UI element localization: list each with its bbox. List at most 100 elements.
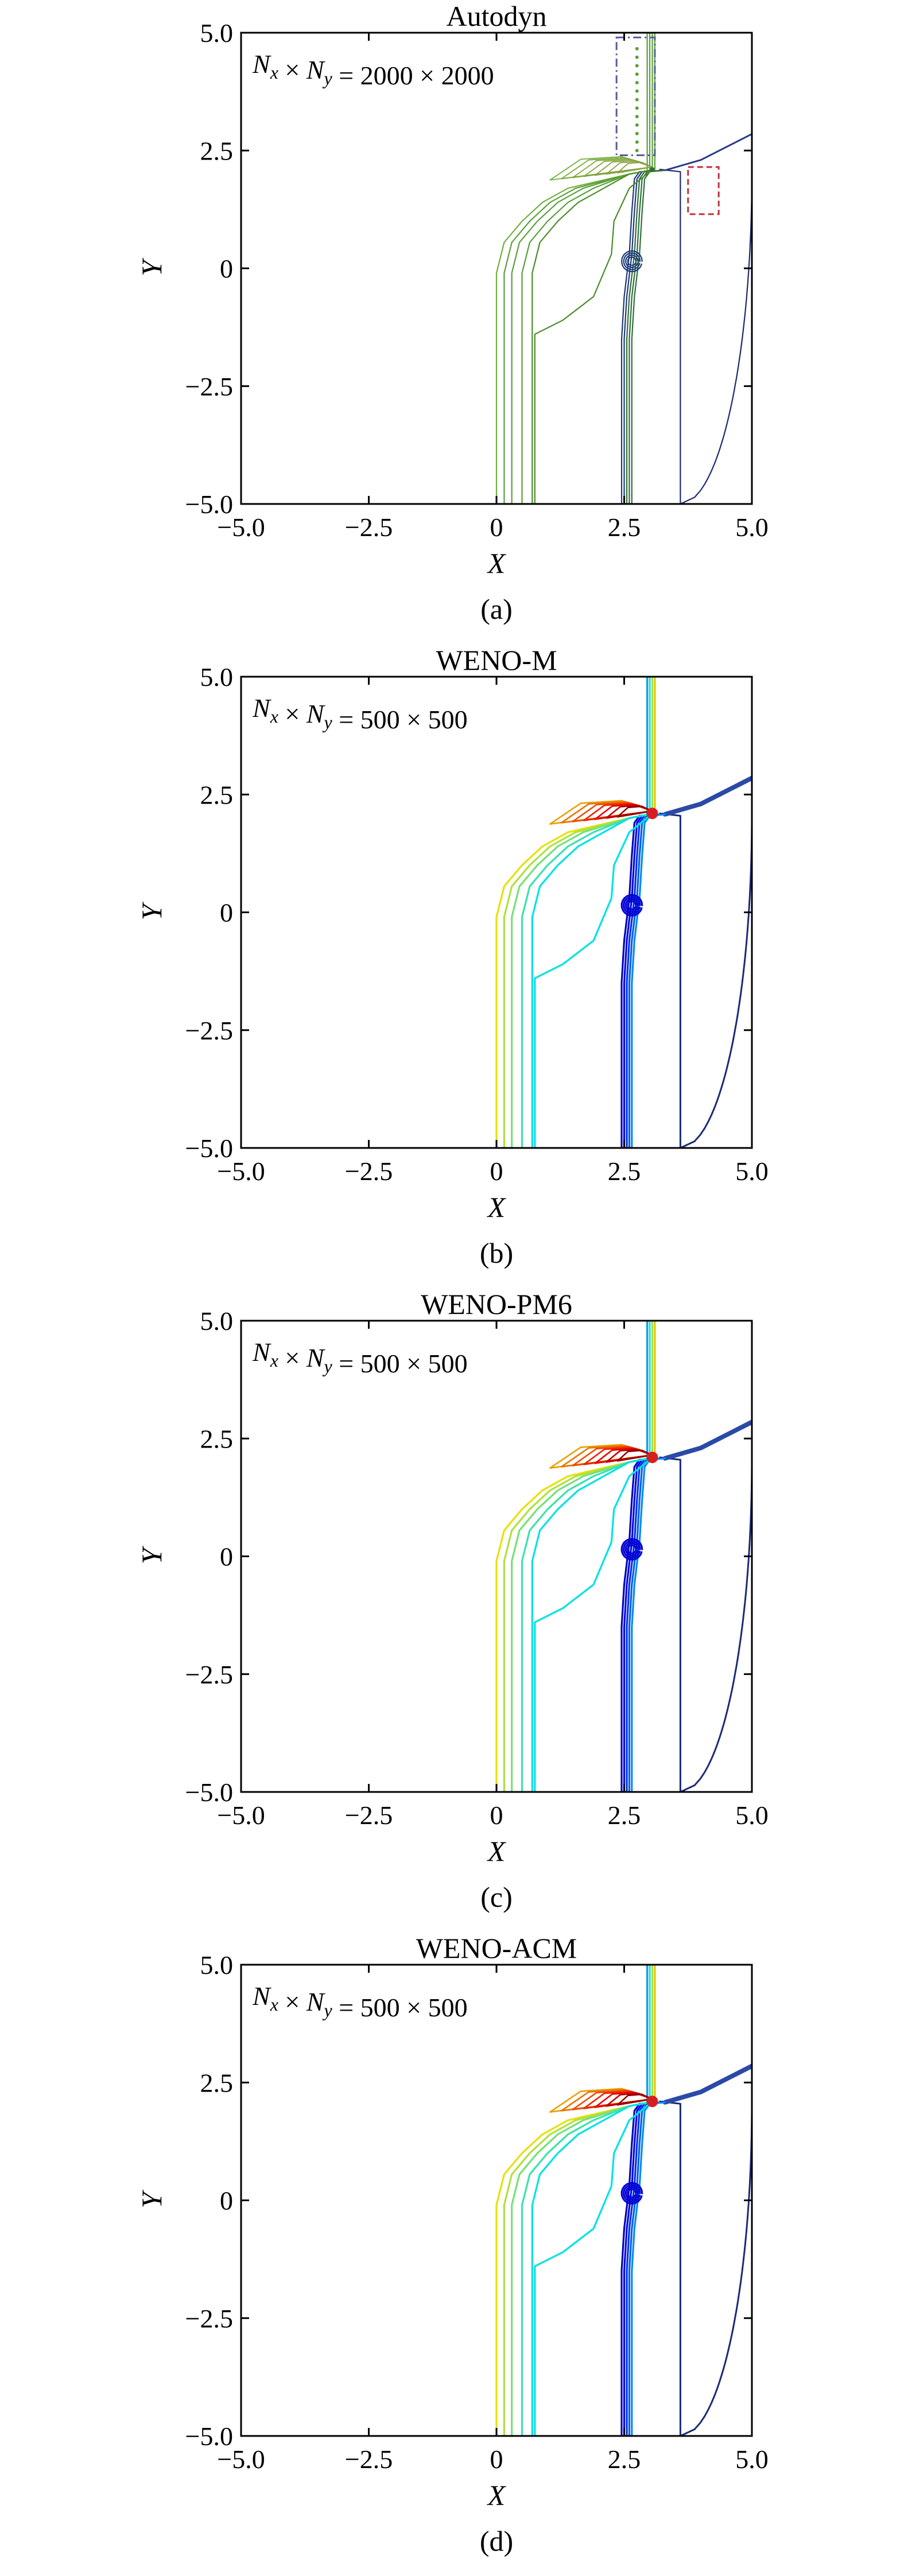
kinked-contour <box>534 1458 651 1792</box>
x-tick-label: −2.5 <box>345 2445 393 2474</box>
y-tick-label: −2.5 <box>185 2304 233 2333</box>
panel-background <box>0 1932 904 2576</box>
contact-line <box>626 813 666 1148</box>
y-tick-label: −2.5 <box>185 1660 233 1689</box>
y-axis-label: Y <box>135 257 168 276</box>
panel-caption: (c) <box>480 1881 513 1913</box>
x-axis-label: X <box>487 1835 507 1867</box>
x-tick-label: −5.0 <box>217 2445 265 2474</box>
jet-dot <box>635 131 639 135</box>
y-tick-label: −5.0 <box>185 2422 233 2451</box>
contact-line <box>623 1457 666 1792</box>
chart-svg: −5.0 −2.5 0 2.5 5.0 5.0 2.5 0 −2.5 −5.0 WENO-PM6 Nx… <box>0 1288 904 1932</box>
jet-dot <box>635 140 639 144</box>
bow-shock <box>659 169 752 504</box>
bow-shock <box>659 2100 752 2436</box>
vortex-ring <box>627 1544 637 1554</box>
y-tick-label: 0 <box>220 1542 233 1572</box>
x-tick-label: 2.5 <box>608 2445 641 2474</box>
kinked-contour <box>534 171 651 504</box>
vortex-ring <box>623 2184 641 2203</box>
contact-line <box>628 2101 666 2436</box>
x-tick-label: 0 <box>490 1801 503 1830</box>
oblique-shock <box>662 2063 752 2105</box>
vortex-ring <box>625 254 639 269</box>
chart-panel-2: −5.0 −2.5 0 2.5 5.0 5.0 2.5 0 −2.5 −5.0 WENO-M Nx ×… <box>0 644 904 1288</box>
vortex-ring <box>623 252 641 270</box>
contact-line <box>626 2101 666 2436</box>
y-tick-label: −5.0 <box>185 490 233 519</box>
x-tick-label: −2.5 <box>345 1157 393 1186</box>
x-tick-label: 5.0 <box>735 513 769 542</box>
jet-dot <box>635 115 639 119</box>
jet-dot <box>635 55 639 59</box>
fan-line <box>531 169 651 504</box>
high-value-lobe <box>617 161 653 174</box>
vortex-ring <box>627 2188 637 2198</box>
y-tick-label: 2.5 <box>200 1424 234 1453</box>
highlight-box-2 <box>687 166 720 215</box>
x-tick-label: 2.5 <box>608 1157 641 1186</box>
chart-svg: −5.0 −2.5 0 2.5 5.0 5.0 2.5 0 −2.5 −5.0 Autodyn Nx … <box>0 0 904 644</box>
chart-panel-4: −5.0 −2.5 0 2.5 5.0 5.0 2.5 0 −2.5 −5.0 WENO-ACM Nx… <box>0 1932 904 2576</box>
stagnation-point <box>650 167 655 172</box>
highlight-box-1 <box>615 36 656 156</box>
vortex-ring <box>620 894 643 917</box>
jet-dot <box>635 98 639 102</box>
y-tick-label: −5.0 <box>185 1778 233 1807</box>
x-tick-label: 2.5 <box>608 1801 641 1830</box>
contact-line <box>623 169 666 504</box>
contact-line <box>623 813 666 1148</box>
x-tick-label: −2.5 <box>345 513 393 542</box>
stagnation-point <box>646 808 658 820</box>
contact-line <box>628 1457 666 1792</box>
y-tick-label: 5.0 <box>200 1306 234 1336</box>
vortex-ring <box>624 898 639 913</box>
x-tick-label: 5.0 <box>735 1157 769 1186</box>
x-tick-label: −5.0 <box>217 513 265 542</box>
y-tick-label: 5.0 <box>200 1950 234 1980</box>
x-tick-label: −5.0 <box>217 1157 265 1186</box>
y-tick-label: 2.5 <box>200 136 234 165</box>
y-tick-label: −2.5 <box>185 372 233 401</box>
jet-dot <box>635 89 639 93</box>
jet-dot <box>635 72 639 76</box>
contact-line <box>628 813 666 1148</box>
kinked-contour <box>534 814 651 1148</box>
x-tick-label: −2.5 <box>345 1801 393 1830</box>
panel-caption: (b) <box>480 1237 513 1269</box>
contour-field <box>495 1321 752 1792</box>
contour-field <box>495 1965 752 2436</box>
vortex-ring <box>624 1542 639 1557</box>
y-tick-label: 5.0 <box>200 662 234 692</box>
y-axis-label: Y <box>135 901 168 920</box>
vortex-ring <box>621 250 643 273</box>
high-value-lobe <box>616 2093 653 2106</box>
oblique-shock <box>664 133 752 172</box>
chart-title: Autodyn <box>447 0 547 32</box>
jet-dot <box>635 81 639 85</box>
fan-line <box>521 169 651 504</box>
y-tick-label: −5.0 <box>185 1134 233 1163</box>
panel-background <box>0 1288 904 1932</box>
panel-caption: (a) <box>480 593 513 625</box>
x-tick-label: −5.0 <box>217 1801 265 1830</box>
x-axis-label: X <box>487 547 507 579</box>
chart-title: WENO-PM6 <box>421 1288 572 1320</box>
y-tick-label: 0 <box>220 254 233 284</box>
x-tick-label: 0 <box>490 513 503 542</box>
panel-caption: (d) <box>480 2525 513 2557</box>
contact-line <box>626 169 666 504</box>
y-tick-label: −2.5 <box>185 1016 233 1045</box>
y-tick-label: 0 <box>220 2186 233 2216</box>
y-tick-label: 0 <box>220 898 233 928</box>
contact-line <box>623 2101 666 2436</box>
y-axis-label: Y <box>135 1545 168 1564</box>
y-tick-label: 5.0 <box>200 18 234 48</box>
oblique-shock <box>662 1419 752 1461</box>
x-tick-label: 5.0 <box>735 2445 769 2474</box>
panel-background <box>0 0 904 644</box>
vortex-ring <box>623 1540 641 1559</box>
kinked-contour <box>534 2102 651 2436</box>
vortex-ring <box>620 2182 643 2205</box>
